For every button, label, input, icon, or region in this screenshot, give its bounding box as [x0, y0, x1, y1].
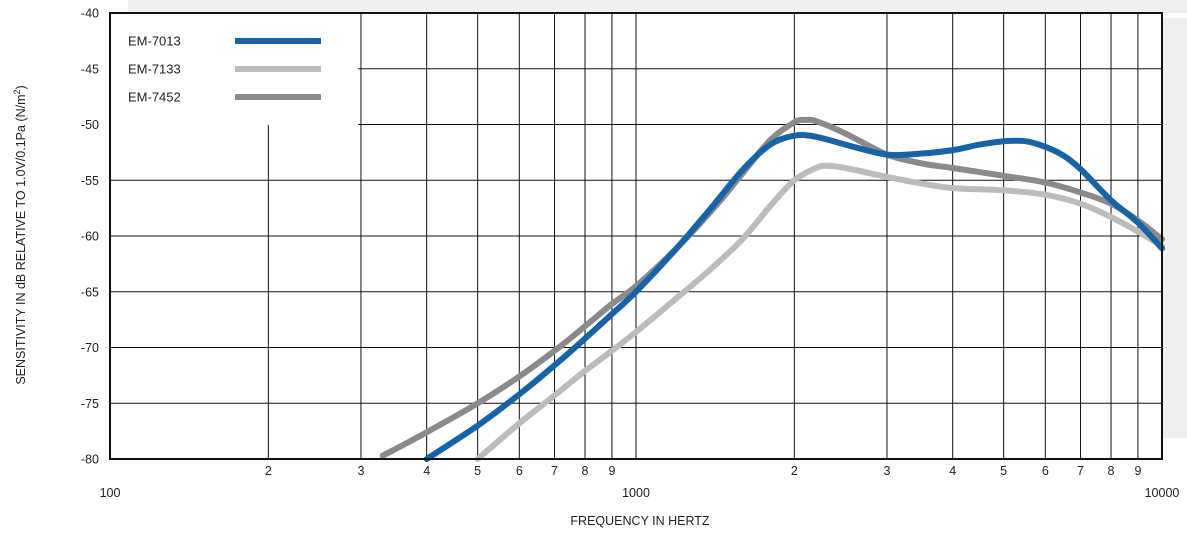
x-minor-tick-label: 2	[791, 464, 798, 478]
x-major-tick-label: 1000	[622, 486, 650, 500]
y-tick-label: -70	[81, 341, 99, 355]
x-axis-label: FREQUENCY IN HERTZ	[570, 514, 710, 528]
y-tick-label: -45	[81, 62, 99, 76]
x-minor-tick-label: 6	[516, 464, 523, 478]
right-shadow-panel	[1162, 18, 1187, 438]
legend-label: EM-7013	[128, 34, 181, 49]
grid-lines	[110, 13, 1162, 459]
y-tick-label: -40	[81, 7, 99, 21]
legend: EM-7013 EM-7133 EM-7452	[128, 34, 321, 105]
y-tick-label: -55	[81, 174, 99, 188]
series-line-em-7133	[474, 162, 1165, 462]
x-minor-tick-label: 5	[474, 464, 481, 478]
x-minor-tick-label: 5	[1000, 464, 1007, 478]
y-axis-label: SENSITIVITY IN dB RELATIVE TO 1.0V/0.1Pa…	[12, 85, 28, 384]
legend-label: EM-7452	[128, 90, 181, 105]
x-minor-tick-label: 4	[423, 464, 430, 478]
series-line-em-7013	[423, 132, 1165, 462]
y-axis-label-sup: 2	[12, 90, 22, 95]
y-axis-label-main: SENSITIVITY IN dB RELATIVE TO 1.0V/0.1Pa…	[14, 95, 28, 385]
y-tick-label: -80	[81, 453, 99, 467]
y-tick-label: -60	[81, 230, 99, 244]
x-minor-tick-label: 7	[551, 464, 558, 478]
x-minor-tick-label: 7	[1077, 464, 1084, 478]
x-major-tick-label: 10000	[1145, 486, 1180, 500]
x-minor-tick-label: 3	[357, 464, 364, 478]
y-axis-label-end: )	[14, 85, 28, 89]
x-minor-tick-label: 4	[949, 464, 956, 478]
plot-frame	[109, 12, 1163, 460]
x-minor-tick-label: 2	[265, 464, 272, 478]
y-tick-label: -65	[81, 285, 99, 299]
x-minor-tick-label: 3	[883, 464, 890, 478]
y-tick-label: -50	[81, 118, 99, 132]
x-minor-tick-label: 8	[1108, 464, 1115, 478]
tick-labels: -40 -45 -50 -55 -60 -65 -70 -75 -80 2 3 4 5 6 7 8 9 2 3 4 5 6…	[81, 7, 1180, 501]
top-shadow-panel	[128, 0, 1187, 13]
y-tick-label: -75	[81, 397, 99, 411]
x-minor-tick-label: 9	[608, 464, 615, 478]
legend-label: EM-7133	[128, 62, 181, 77]
x-minor-tick-label: 6	[1042, 464, 1049, 478]
x-major-tick-label: 100	[100, 486, 121, 500]
data-series	[379, 116, 1165, 462]
series-line-em-7452	[379, 116, 1165, 459]
x-minor-tick-label: 8	[582, 464, 589, 478]
x-minor-tick-label: 9	[1134, 464, 1141, 478]
